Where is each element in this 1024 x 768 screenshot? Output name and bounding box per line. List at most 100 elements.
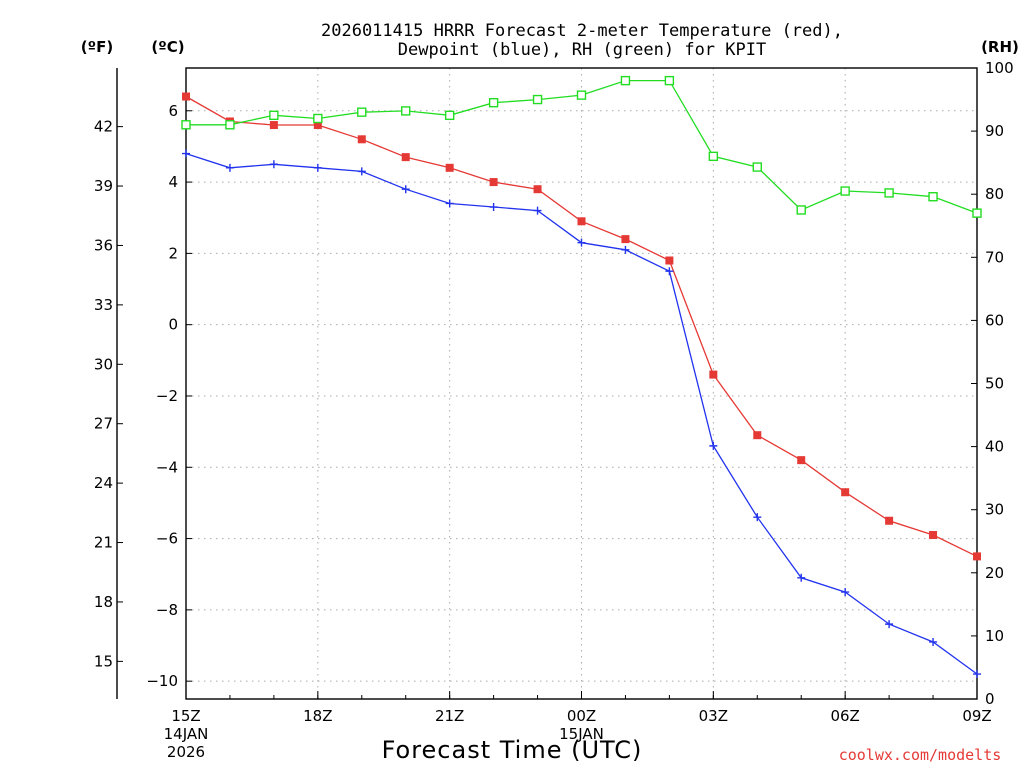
temperature-point [401, 153, 410, 162]
fahrenheit-tick-label: 27 [94, 415, 113, 433]
rh-tick-label: 0 [985, 690, 995, 708]
fahrenheit-tick-label: 33 [94, 296, 113, 314]
celsius-tick-label: −10 [146, 672, 178, 690]
rh-point [884, 188, 894, 198]
rh-tick-label: 80 [985, 185, 1004, 203]
rh-tick-label: 10 [985, 627, 1004, 645]
celsius-tick-label: 4 [168, 173, 178, 191]
x-tick-date: 14JAN [164, 725, 209, 743]
temperature-point [665, 256, 674, 265]
rh-point [401, 106, 411, 116]
x-tick-date: 15JAN [559, 725, 604, 743]
dewpoint-point [797, 573, 806, 582]
dewpoint-point [445, 199, 454, 208]
temperature-point [753, 431, 762, 440]
dewpoint-point [313, 163, 322, 172]
dewpoint-line [185, 152, 978, 675]
celsius-tick-label: −8 [156, 601, 178, 619]
dewpoint-point [973, 670, 981, 679]
rh-point [357, 107, 367, 117]
dewpoint-point [269, 160, 278, 169]
chart-title: 2026011415 HRRR Forecast 2-meter Tempera… [321, 21, 843, 41]
rh-point [576, 90, 587, 100]
credit-text: coolwx.com/modelts [839, 746, 1002, 764]
temperature-point [269, 121, 278, 130]
rh-point [752, 162, 762, 172]
x-tick-label: 00Z [567, 707, 596, 725]
fahrenheit-tick-label: 21 [94, 534, 113, 552]
fahrenheit-tick-label: 36 [94, 236, 113, 254]
rh-point [269, 110, 279, 121]
celsius-tick-label: 6 [168, 102, 178, 120]
dewpoint-point [225, 163, 234, 172]
temperature-point [709, 370, 718, 379]
rh-point [928, 192, 938, 202]
rh-point [796, 205, 806, 215]
x-axis-label: Forecast Time (UTC) [382, 736, 643, 764]
rh-point [225, 120, 235, 130]
axis-ticks: 6420−2−4−6−8−104239363330272421181510090… [94, 59, 1014, 761]
temperature-point [182, 92, 190, 101]
rh-point [664, 75, 675, 86]
temperature-point [489, 178, 498, 187]
temperature-point [313, 121, 322, 130]
rh-tick-label: 20 [985, 564, 1004, 582]
rh-point [444, 110, 455, 121]
fahrenheit-tick-label: 18 [94, 593, 113, 611]
fahrenheit-tick-label: 30 [94, 355, 113, 373]
gridlines [186, 68, 977, 699]
fahrenheit-tick-label: 42 [94, 118, 113, 136]
rh-tick-label: 40 [985, 438, 1004, 456]
x-tick-label: 21Z [435, 707, 464, 725]
dewpoint-point [533, 206, 542, 215]
temperature-point [929, 531, 938, 540]
temperature-point [577, 217, 586, 226]
x-tick-label: 15Z [171, 707, 200, 725]
rh-tick-label: 30 [985, 501, 1004, 519]
dewpoint-point [489, 203, 498, 212]
celsius-tick-label: −6 [156, 530, 178, 548]
fahrenheit-tick-label: 39 [94, 177, 113, 195]
dewpoint-point [357, 167, 366, 176]
temperature-point [973, 552, 981, 561]
temperature-point [621, 235, 630, 244]
temperature-point [445, 163, 454, 172]
rh-point [840, 186, 850, 196]
dewpoint-point [182, 149, 190, 158]
series-layer [181, 75, 982, 679]
celsius-tick-label: −4 [156, 458, 178, 476]
rh-point [620, 75, 631, 86]
celsius-tick-label: 2 [168, 244, 178, 262]
temperature-point [797, 456, 806, 465]
temperature-point [357, 135, 366, 144]
rh-point [181, 120, 191, 130]
dewpoint-point [665, 267, 674, 276]
chart-subtitle: Dewpoint (blue), RH (green) for KPIT [398, 40, 766, 60]
celsius-unit-label: (ºC) [151, 38, 184, 56]
dewpoint-point [885, 620, 894, 629]
dewpoint-point [929, 637, 938, 646]
dewpoint-point [621, 245, 630, 254]
rh-point [972, 208, 982, 218]
celsius-tick-label: 0 [168, 316, 178, 334]
x-tick-label: 09Z [962, 707, 991, 725]
x-tick-label: 18Z [303, 707, 332, 725]
rh-tick-label: 60 [985, 311, 1004, 329]
celsius-tick-label: −2 [156, 387, 178, 405]
rh-tick-label: 50 [985, 375, 1004, 393]
rh-tick-label: 90 [985, 122, 1004, 140]
dewpoint-point [401, 185, 410, 194]
fahrenheit-unit-label: (ºF) [81, 38, 113, 56]
x-tick-label: 06Z [830, 707, 859, 725]
rh-point [708, 151, 719, 162]
dewpoint-point [577, 238, 586, 247]
plot-frame [185, 67, 978, 700]
x-tick-year: 2026 [167, 743, 205, 761]
dewpoint-point [709, 441, 718, 450]
temperature-point [533, 185, 542, 194]
x-tick-label: 03Z [699, 707, 728, 725]
rh-point [313, 113, 323, 124]
dewpoint-point [753, 513, 762, 522]
rh-point [532, 94, 543, 105]
